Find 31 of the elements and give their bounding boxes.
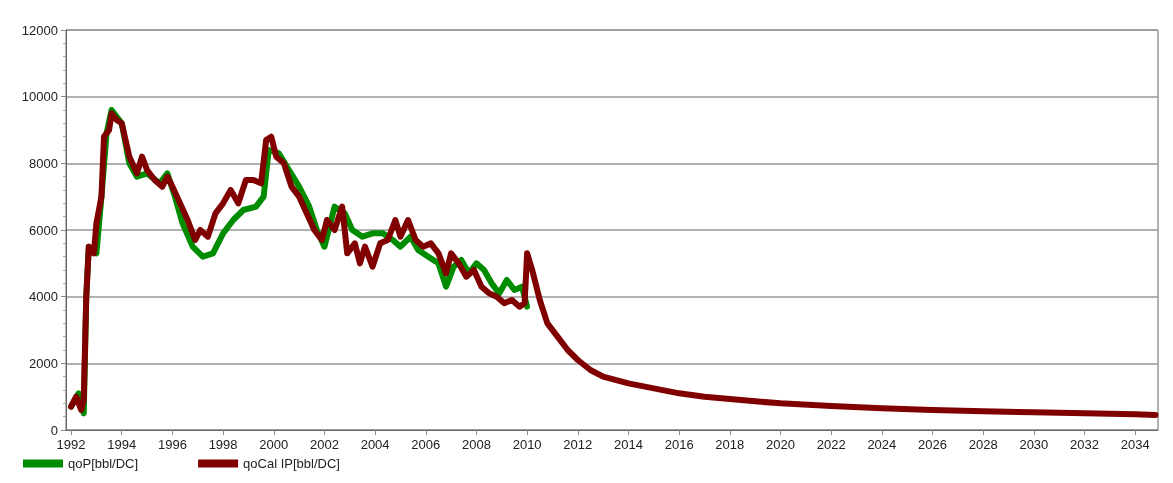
x-tick-label: 2024 [867,437,897,452]
x-tick-label: 2006 [411,437,441,452]
y-tick-label: 8000 [29,155,58,171]
y-tick-label: 4000 [29,289,58,305]
x-tick-label: 2010 [512,437,542,452]
x-tick-label: 2032 [1070,437,1099,452]
x-tick-label: 2026 [918,437,947,452]
x-tick-label: 2018 [715,437,745,452]
x-tick-label: 2012 [563,437,593,452]
x-tick-label: 1994 [107,437,137,452]
x-tick-label: 2008 [461,437,491,452]
x-tick-label: 2016 [664,437,694,452]
y-tick-label: 0 [50,422,58,438]
x-tick-label: 1998 [208,437,238,452]
x-tick-label: 2000 [259,437,289,452]
x-tick-label: 2004 [360,437,390,452]
legend-label: qoP[bbl/DC] [68,456,139,471]
x-tick-label: 2002 [309,437,339,452]
x-tick-label: 2030 [1019,437,1049,452]
x-tick-label: 2014 [614,437,643,452]
x-tick-label: 2034 [1120,437,1150,452]
y-tick-label: 12000 [21,22,58,38]
x-tick-label: 1996 [157,437,187,452]
y-tick-label: 6000 [29,222,58,238]
legend-label: qoCal IP[bbl/DC] [243,456,340,471]
x-tick-label: 2020 [766,437,795,452]
x-tick-label: 1992 [56,437,86,452]
y-tick-label: 2000 [29,355,58,371]
y-tick-label: 10000 [21,89,58,105]
x-tick-label: 2022 [816,437,846,452]
x-tick-label: 2028 [968,437,998,452]
